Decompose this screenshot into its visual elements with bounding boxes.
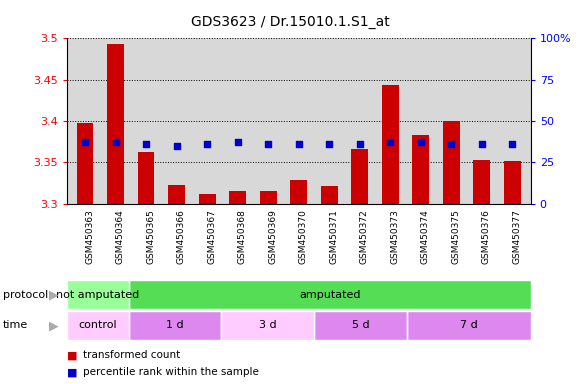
Text: not amputated: not amputated — [56, 290, 139, 300]
Bar — [412, 135, 429, 204]
Text: GSM450377: GSM450377 — [512, 209, 521, 264]
Text: 1 d: 1 d — [166, 320, 184, 331]
Bar — [443, 121, 460, 204]
Text: GSM450367: GSM450367 — [207, 209, 216, 264]
Text: GSM450365: GSM450365 — [146, 209, 155, 264]
Text: GSM450372: GSM450372 — [360, 209, 369, 264]
Bar — [129, 311, 222, 340]
Point — [142, 141, 151, 147]
Text: ■: ■ — [67, 350, 77, 360]
Bar — [222, 311, 314, 340]
Text: control: control — [78, 320, 117, 331]
Point — [172, 143, 181, 149]
Bar — [129, 311, 222, 340]
Text: GSM450375: GSM450375 — [451, 209, 461, 264]
Bar — [67, 280, 129, 309]
Text: ▶: ▶ — [49, 288, 58, 301]
Text: time: time — [3, 320, 28, 331]
Text: GSM450373: GSM450373 — [390, 209, 399, 264]
Point — [386, 139, 395, 146]
Bar — [199, 194, 216, 204]
Bar — [314, 311, 407, 340]
Text: GDS3623 / Dr.15010.1.S1_at: GDS3623 / Dr.15010.1.S1_at — [191, 15, 389, 29]
Bar — [67, 280, 129, 309]
Point — [81, 139, 90, 146]
Text: GSM450374: GSM450374 — [421, 209, 430, 264]
Text: percentile rank within the sample: percentile rank within the sample — [83, 367, 259, 377]
Text: GSM450371: GSM450371 — [329, 209, 338, 264]
Bar — [321, 186, 338, 204]
Bar — [67, 311, 129, 340]
Point — [111, 139, 120, 146]
Bar — [351, 149, 368, 204]
Bar — [229, 191, 246, 204]
Point — [263, 141, 273, 147]
Bar — [504, 161, 521, 204]
Bar — [222, 311, 314, 340]
Text: transformed count: transformed count — [83, 350, 180, 360]
Bar — [407, 311, 531, 340]
Point — [416, 139, 426, 146]
Bar — [260, 191, 277, 204]
Bar — [129, 280, 531, 309]
Bar — [67, 311, 129, 340]
Text: GSM450369: GSM450369 — [268, 209, 277, 264]
Point — [233, 139, 242, 146]
Bar — [314, 311, 407, 340]
Point — [447, 141, 456, 147]
Bar — [107, 44, 124, 204]
Text: GSM450368: GSM450368 — [238, 209, 246, 264]
Text: GSM450364: GSM450364 — [115, 209, 125, 264]
Text: GSM450376: GSM450376 — [482, 209, 491, 264]
Text: protocol: protocol — [3, 290, 48, 300]
Text: 3 d: 3 d — [259, 320, 277, 331]
Point — [355, 141, 364, 147]
Point — [325, 141, 334, 147]
Text: GSM450366: GSM450366 — [176, 209, 186, 264]
Bar — [77, 123, 93, 204]
Point — [294, 141, 303, 147]
Text: GSM450363: GSM450363 — [85, 209, 94, 264]
Text: 7 d: 7 d — [460, 320, 478, 331]
Bar — [382, 86, 398, 204]
Bar — [168, 185, 185, 204]
Point — [508, 141, 517, 147]
Point — [202, 141, 212, 147]
Text: ■: ■ — [67, 367, 77, 377]
Text: amputated: amputated — [299, 290, 360, 300]
Bar — [407, 311, 531, 340]
Text: ▶: ▶ — [49, 319, 58, 332]
Bar — [137, 152, 154, 204]
Point — [477, 141, 487, 147]
Bar — [473, 160, 490, 204]
Bar — [129, 280, 531, 309]
Text: 5 d: 5 d — [351, 320, 369, 331]
Text: GSM450370: GSM450370 — [299, 209, 308, 264]
Bar — [291, 180, 307, 204]
